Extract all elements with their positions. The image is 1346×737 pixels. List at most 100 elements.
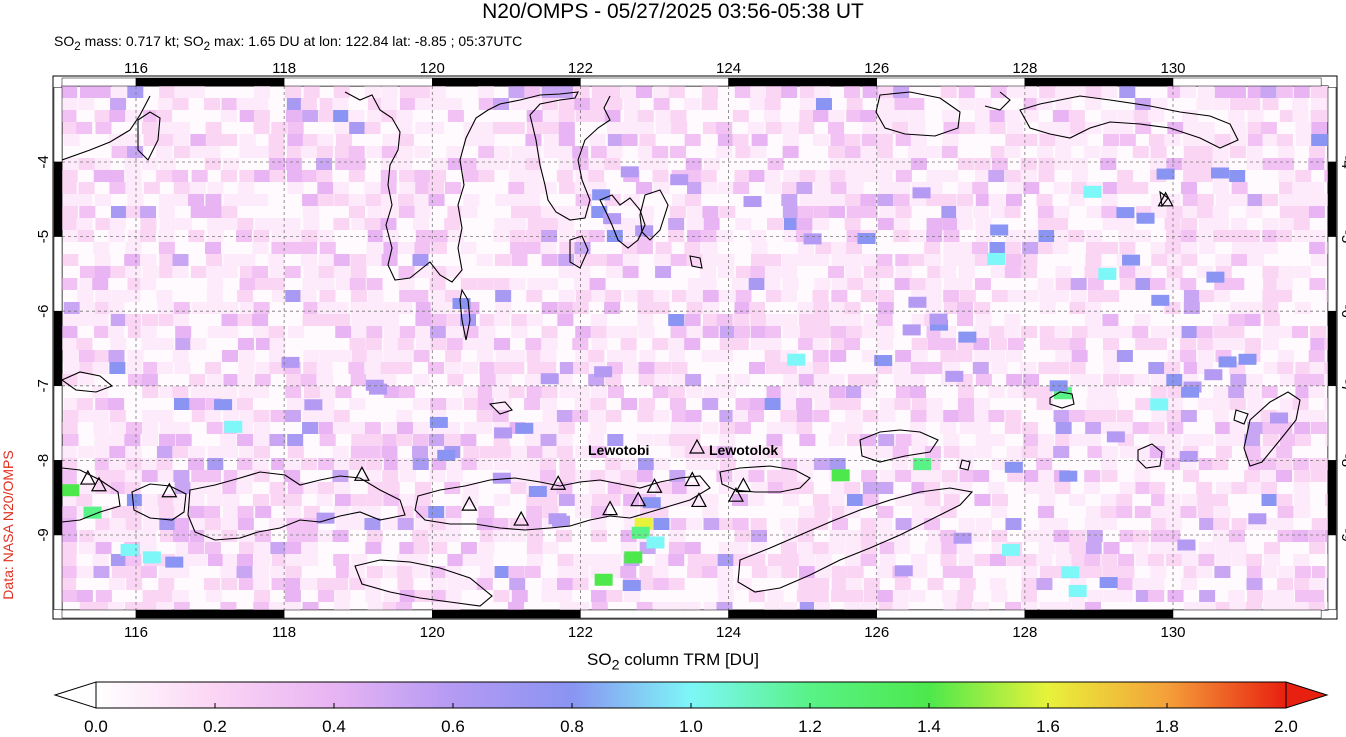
so2-pixel [1006,446,1023,458]
so2-pixel [783,530,800,542]
so2-pixel [940,86,957,98]
so2-pixel [844,218,861,230]
so2-pixel [366,530,383,542]
so2-pixel [719,386,736,398]
so2-pixel [575,194,592,206]
so2-pixel [1038,242,1055,254]
so2-pixel [109,218,126,230]
so2-pixel [556,374,573,386]
so2-pixel [974,278,991,290]
so2-pixel [1262,266,1279,278]
so2-pixel [1198,350,1215,362]
so2-pixel [172,170,189,182]
so2-pixel [831,338,848,350]
so2-pixel [174,86,191,98]
so2-pixel [798,506,815,518]
so2-pixel [1228,530,1245,542]
so2-pixel [799,326,816,338]
so2-pixel [735,398,752,410]
so2-pixel [830,326,847,338]
so2-pixel [445,506,462,518]
so2-pixel [924,446,941,458]
so2-pixel [972,242,989,254]
so2-pixel [444,218,461,230]
so2-pixel [1246,146,1263,158]
so2-pixel [462,386,479,398]
so2-pixel [62,98,78,110]
so2-pixel [1231,554,1248,566]
so2-pixel [286,374,303,386]
so2-pixel [877,302,894,314]
so2-pixel [1038,470,1055,482]
volcano-icon [688,438,706,454]
so2-pixel [861,326,878,338]
so2-pixel [945,370,964,382]
so2-pixel [159,218,176,230]
so2-pixel [863,266,880,278]
so2-pixel [1324,398,1328,410]
so2-pixel [1039,290,1056,302]
lon-tick-label-top: 126 [864,60,889,77]
so2-pixel [812,338,829,350]
so2-pixel [1276,458,1293,470]
so2-pixel [974,554,991,566]
so2-pixel [748,470,765,482]
so2-pixel [1102,218,1119,230]
so2-pixel [1215,422,1232,434]
so2-pixel [236,482,253,494]
so2-pixel [399,182,416,194]
so2-pixel [125,458,142,470]
so2-pixel [380,218,397,230]
so2-pixel [1132,326,1149,338]
so2-pixel [414,146,431,158]
colorbar-tick-label: 2.0 [1274,717,1298,736]
so2-pixel [302,278,319,290]
so2-pixel [1135,482,1152,494]
so2-pixel [1181,386,1200,398]
so2-pixel [1038,158,1055,170]
so2-pixel [543,146,560,158]
so2-pixel [844,146,861,158]
so2-pixel [143,182,160,194]
so2-pixel [719,434,736,446]
volcano-icon [353,466,370,481]
so2-pixel [414,170,431,182]
so2-pixel [767,590,784,602]
so2-pixel [767,554,784,566]
so2-pixel [557,578,574,590]
so2-pixel [846,590,863,602]
so2-pixel [318,482,335,494]
so2-pixel [334,194,351,206]
so2-pixel [551,515,570,527]
so2-pixel [174,518,191,530]
so2-pixel [62,566,77,578]
so2-pixel [943,122,960,134]
so2-pixel [1135,278,1152,290]
so2-pixel [110,530,127,542]
so2-pixel [845,314,862,326]
so2-pixel [1247,590,1264,602]
so2-pixel [495,350,512,362]
so2-pixel [847,566,864,578]
so2-pixel [831,566,848,578]
so2-pixel [1262,230,1279,242]
so2-pixel [285,86,302,98]
so2-pixel [141,458,158,470]
so2-pixel [526,446,543,458]
so2-pixel [125,182,142,194]
so2-pixel [765,338,782,350]
so2-pixel [1036,554,1053,566]
so2-pixel [1023,374,1040,386]
so2-pixel [1037,278,1054,290]
so2-pixel [1101,194,1118,206]
so2-pixel [702,506,719,518]
so2-pixel [1294,578,1311,590]
so2-pixel [1166,398,1183,410]
so2-pixel [1262,302,1279,314]
so2-pixel [1165,518,1182,530]
so2-pixel [526,386,543,398]
so2-pixel [589,134,606,146]
so2-pixel [702,398,719,410]
so2-pixel [333,86,350,98]
so2-pixel [509,170,526,182]
